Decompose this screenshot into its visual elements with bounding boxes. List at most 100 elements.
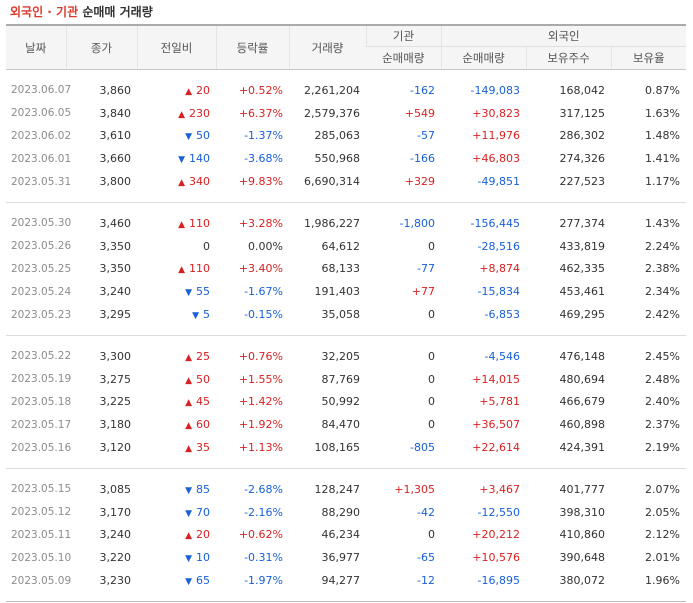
table-row: 2023.05.31 3,800 ▲ 340 +9.83% 6,690,314 +329 -4… — [6, 170, 686, 193]
date-cell: 2023.05.18 — [11, 395, 72, 408]
volume-cell: 108,165 — [314, 441, 361, 455]
ratio-cell: 2.19% — [645, 441, 680, 455]
foreign-net-cell: +3,467 — [479, 482, 520, 496]
date-cell: 2023.05.16 — [11, 441, 72, 454]
table-row: 2023.05.23 3,295 ▼ 5 -0.15% 35,058 0 -6,853 469,… — [6, 303, 686, 326]
institution-net-cell: 0 — [428, 528, 435, 542]
foreign-net-cell: -6,853 — [484, 308, 520, 322]
date-cell: 2023.06.07 — [11, 84, 72, 97]
foreign-net-cell: +14,015 — [472, 372, 520, 386]
holding-cell: 466,679 — [559, 395, 606, 409]
foreign-net-cell: +10,576 — [472, 551, 520, 565]
change-cell: ▲ 340 — [137, 170, 216, 193]
volume-cell: 64,612 — [321, 239, 361, 253]
volume-cell: 128,247 — [314, 482, 361, 496]
rate-cell: +0.76% — [238, 349, 283, 363]
group-spacer — [6, 336, 686, 345]
change-cell: ▼ 140 — [137, 147, 216, 170]
rate-cell: +1.13% — [238, 441, 283, 455]
ratio-cell: 2.01% — [645, 551, 680, 565]
holding-cell: 274,326 — [559, 152, 606, 166]
institution-net-cell: -166 — [410, 152, 435, 166]
foreign-net-cell: +5,781 — [479, 395, 520, 409]
date-cell: 2023.05.30 — [11, 217, 72, 230]
holding-cell: 476,148 — [559, 349, 606, 363]
ratio-cell: 1.63% — [645, 106, 680, 120]
ratio-cell: 1.43% — [645, 216, 680, 230]
change-cell: ▲ 60 — [137, 413, 216, 436]
triangle-down-icon: ▼ — [185, 485, 192, 496]
foreign-net-cell: -16,895 — [477, 574, 520, 588]
change-value: 65 — [196, 574, 210, 588]
triangle-down-icon: ▼ — [185, 132, 192, 143]
change-value: 85 — [196, 482, 210, 496]
institution-net-cell: +1,305 — [394, 482, 435, 496]
holding-cell: 227,523 — [559, 175, 606, 189]
ratio-cell: 2.07% — [645, 482, 680, 496]
change-cell: ▲ 110 — [137, 212, 216, 235]
close-cell: 3,860 — [99, 83, 132, 97]
holding-cell: 401,777 — [559, 482, 606, 496]
change-value: 35 — [196, 441, 210, 455]
ratio-cell: 2.37% — [645, 418, 680, 432]
ratio-cell: 2.34% — [645, 285, 680, 299]
holding-cell: 398,310 — [559, 505, 606, 519]
header-institution: 기관 — [365, 24, 441, 47]
date-cell: 2023.05.19 — [11, 373, 72, 386]
close-cell: 3,230 — [99, 574, 132, 588]
table-row: 2023.05.11 3,240 ▲ 20 +0.62% 46,234 0 +20,212 41… — [6, 524, 686, 547]
change-cell: ▲ 110 — [137, 258, 216, 281]
institution-net-cell: -65 — [417, 551, 435, 565]
header-institution-net: 순매매량 — [366, 46, 441, 70]
volume-cell: 6,690,314 — [304, 175, 360, 189]
triangle-up-icon: ▲ — [178, 219, 185, 230]
triangle-down-icon: ▼ — [185, 554, 192, 565]
table-row: 2023.05.17 3,180 ▲ 60 +1.92% 84,470 0 +36,507 46… — [6, 413, 686, 436]
change-value: 50 — [196, 129, 210, 143]
rate-cell: -0.15% — [244, 308, 283, 322]
rate-cell: -1.97% — [244, 574, 283, 588]
date-cell: 2023.05.09 — [11, 574, 72, 587]
ratio-cell: 2.38% — [645, 262, 680, 276]
volume-cell: 94,277 — [321, 574, 361, 588]
ratio-cell: 1.41% — [645, 152, 680, 166]
holding-cell: 424,391 — [559, 441, 606, 455]
triangle-up-icon: ▲ — [178, 178, 185, 189]
change-cell: 0 — [137, 235, 216, 258]
close-cell: 3,295 — [99, 308, 132, 322]
group-divider — [6, 335, 686, 336]
date-cell: 2023.05.31 — [11, 175, 72, 188]
triangle-down-icon: ▼ — [178, 155, 185, 166]
foreign-net-cell: -149,083 — [470, 83, 520, 97]
holding-cell: 390,648 — [559, 551, 606, 565]
volume-cell: 2,579,376 — [304, 106, 360, 120]
rate-cell: -1.67% — [244, 285, 283, 299]
foreign-net-cell: +36,507 — [472, 418, 520, 432]
institution-net-cell: -57 — [417, 129, 435, 143]
triangle-up-icon: ▲ — [178, 265, 185, 276]
close-cell: 3,610 — [99, 129, 132, 143]
close-cell: 3,120 — [99, 441, 132, 455]
change-value: 45 — [196, 395, 210, 409]
group-spacer — [6, 592, 686, 601]
institution-net-cell: -805 — [410, 441, 435, 455]
holding-cell: 168,042 — [559, 83, 606, 97]
change-value: 230 — [189, 106, 210, 120]
close-cell: 3,460 — [99, 216, 132, 230]
change-cell: ▲ 35 — [137, 436, 216, 459]
volume-cell: 1,986,227 — [304, 216, 360, 230]
holding-cell: 317,125 — [559, 106, 606, 120]
triangle-down-icon: ▼ — [185, 288, 192, 299]
group-spacer — [6, 600, 686, 602]
change-cell: ▼ 5 — [137, 303, 216, 326]
change-cell: ▼ 85 — [137, 478, 216, 501]
foreign-net-cell: -156,445 — [470, 216, 520, 230]
close-cell: 3,170 — [99, 505, 132, 519]
volume-cell: 46,234 — [321, 528, 361, 542]
header-volume: 거래량 — [288, 24, 366, 70]
rate-cell: +0.62% — [238, 528, 283, 542]
date-cell: 2023.05.22 — [11, 350, 72, 363]
holding-cell: 410,860 — [559, 528, 606, 542]
date-cell: 2023.05.26 — [11, 240, 72, 253]
ratio-cell: 2.45% — [645, 349, 680, 363]
